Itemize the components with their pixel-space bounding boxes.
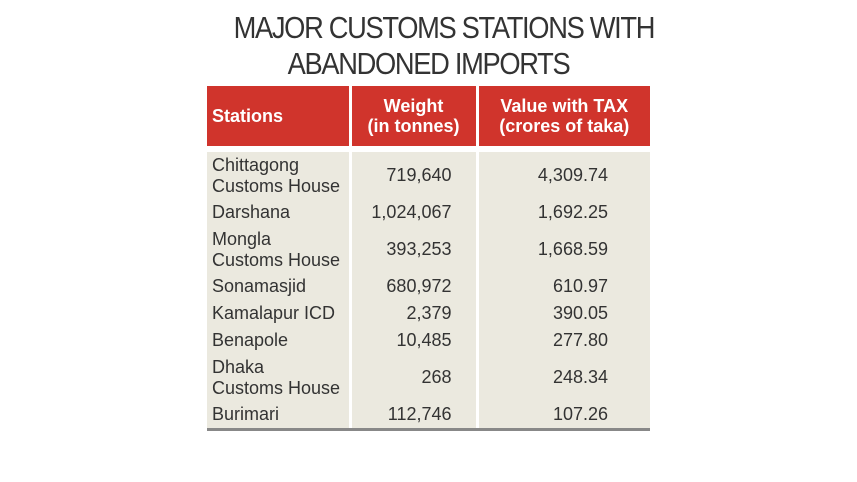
- table-row: Kamalapur ICD 2,379 390.05: [207, 300, 650, 327]
- table-row: Darshana 1,024,067 1,692.25: [207, 199, 650, 226]
- weight-cell: 1,024,067: [348, 199, 477, 226]
- station-cell: Benapole: [207, 327, 350, 354]
- weight-cell: 719,640: [348, 146, 477, 199]
- station-cell: Chittagong Customs House: [207, 146, 350, 199]
- station-name-line-2: Customs House: [212, 377, 341, 398]
- chart-title: MAJOR CUSTOMS STATIONS WITH ABANDONED IM…: [207, 10, 656, 86]
- weight-cell: 268: [348, 354, 477, 401]
- station-cell: Kamalapur ICD: [207, 300, 350, 327]
- station-name: Darshana: [212, 202, 291, 222]
- station-cell: Darshana: [207, 199, 350, 226]
- station-name-line-2: Customs House: [212, 175, 341, 196]
- header-value-line-2: (crores of taka): [499, 116, 630, 136]
- station-name: Burimari: [212, 404, 280, 424]
- title-line-2: ABANDONED IMPORTS: [287, 46, 571, 81]
- station-cell: Burimari: [207, 401, 350, 428]
- value-cell: 390.05: [475, 300, 650, 327]
- value-cell: 107.26: [475, 401, 650, 428]
- station-name-line-2: Customs House: [212, 249, 341, 270]
- weight-cell: 10,485: [348, 327, 477, 354]
- value-cell: 277.80: [475, 327, 650, 354]
- station-cell: Dhaka Customs House: [207, 354, 350, 401]
- header-value-line-1: Value with TAX: [500, 96, 629, 116]
- value-cell: 610.97: [475, 273, 650, 300]
- header-stations: Stations: [207, 86, 350, 149]
- header-weight-line-2: (in tonnes): [367, 116, 460, 136]
- value-cell: 1,668.59: [475, 226, 650, 273]
- bottom-rule: [207, 428, 650, 431]
- station-name: Dhaka: [212, 356, 265, 377]
- station-cell: Sonamasjid: [207, 273, 350, 300]
- header-value: Value with TAX (crores of taka): [475, 86, 650, 149]
- station-cell: Mongla Customs House: [207, 226, 350, 273]
- weight-cell: 2,379: [348, 300, 477, 327]
- infographic: MAJOR CUSTOMS STATIONS WITH ABANDONED IM…: [207, 10, 656, 431]
- value-cell: 1,692.25: [475, 199, 650, 226]
- table-row: Dhaka Customs House 268 248.34: [207, 354, 650, 401]
- value-cell: 248.34: [475, 354, 650, 401]
- customs-table: Stations Weight (in tonnes) Value with T…: [207, 86, 650, 428]
- station-name: Mongla: [212, 228, 272, 249]
- table-row: Mongla Customs House 393,253 1,668.59: [207, 226, 650, 273]
- station-name: Kamalapur ICD: [212, 303, 336, 323]
- table-row: Burimari 112,746 107.26: [207, 401, 650, 428]
- header-weight-line-1: Weight: [383, 96, 444, 116]
- station-name: Chittagong: [212, 154, 300, 175]
- weight-cell: 393,253: [348, 226, 477, 273]
- weight-cell: 680,972: [348, 273, 477, 300]
- station-name: Sonamasjid: [212, 276, 307, 296]
- header-weight: Weight (in tonnes): [348, 86, 477, 149]
- weight-cell: 112,746: [348, 401, 477, 428]
- value-cell: 4,309.74: [475, 146, 650, 199]
- table-row: Benapole 10,485 277.80: [207, 327, 650, 354]
- station-name: Benapole: [212, 330, 289, 350]
- title-line-1: MAJOR CUSTOMS STATIONS WITH: [233, 10, 656, 45]
- table-row: Sonamasjid 680,972 610.97: [207, 273, 650, 300]
- table-row: Chittagong Customs House 719,640 4,309.7…: [207, 146, 650, 199]
- header-row: Stations Weight (in tonnes) Value with T…: [207, 86, 650, 149]
